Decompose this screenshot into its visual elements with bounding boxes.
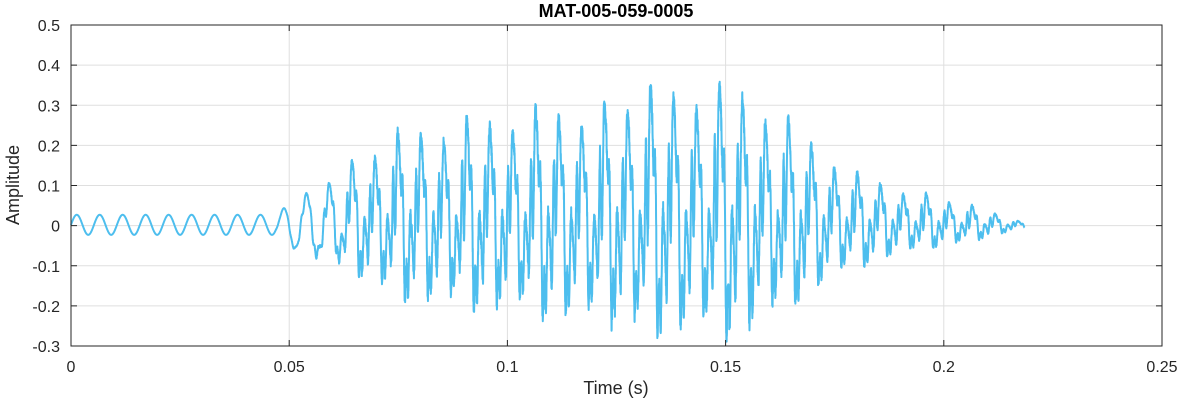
x-tick-label: 0.1 bbox=[496, 359, 518, 376]
y-tick-label: 0.1 bbox=[38, 179, 60, 196]
y-tick-label: -0.1 bbox=[32, 259, 60, 276]
amplitude-series-line bbox=[70, 80, 1026, 343]
x-tick-label: 0.2 bbox=[933, 359, 955, 376]
x-axis-label: Time (s) bbox=[583, 378, 648, 398]
y-tick-label: 0.5 bbox=[38, 18, 60, 35]
grid-lines bbox=[71, 25, 1162, 346]
x-tick-label: 0.15 bbox=[710, 359, 741, 376]
y-axis-label: Amplitude bbox=[3, 145, 23, 225]
tick-marks bbox=[70, 24, 1163, 347]
chart-title: MAT-005-059-0005 bbox=[539, 1, 694, 21]
y-tick-label: 0.2 bbox=[38, 138, 60, 155]
x-tick-label: 0.05 bbox=[274, 359, 305, 376]
x-tick-label: 0 bbox=[67, 359, 76, 376]
y-tick-label: 0.4 bbox=[38, 58, 60, 75]
y-tick-label: -0.3 bbox=[32, 339, 60, 356]
y-tick-labels: -0.3 -0.2 -0.1 0 0.1 0.2 0.3 0.4 0.5 bbox=[32, 18, 60, 356]
y-tick-label: 0 bbox=[51, 219, 60, 236]
x-tick-labels: 0 0.05 0.1 0.15 0.2 0.25 bbox=[67, 359, 1178, 376]
y-tick-label: -0.2 bbox=[32, 299, 60, 316]
series-group bbox=[70, 80, 1026, 343]
x-tick-label: 0.25 bbox=[1146, 359, 1177, 376]
y-tick-label: 0.3 bbox=[38, 98, 60, 115]
